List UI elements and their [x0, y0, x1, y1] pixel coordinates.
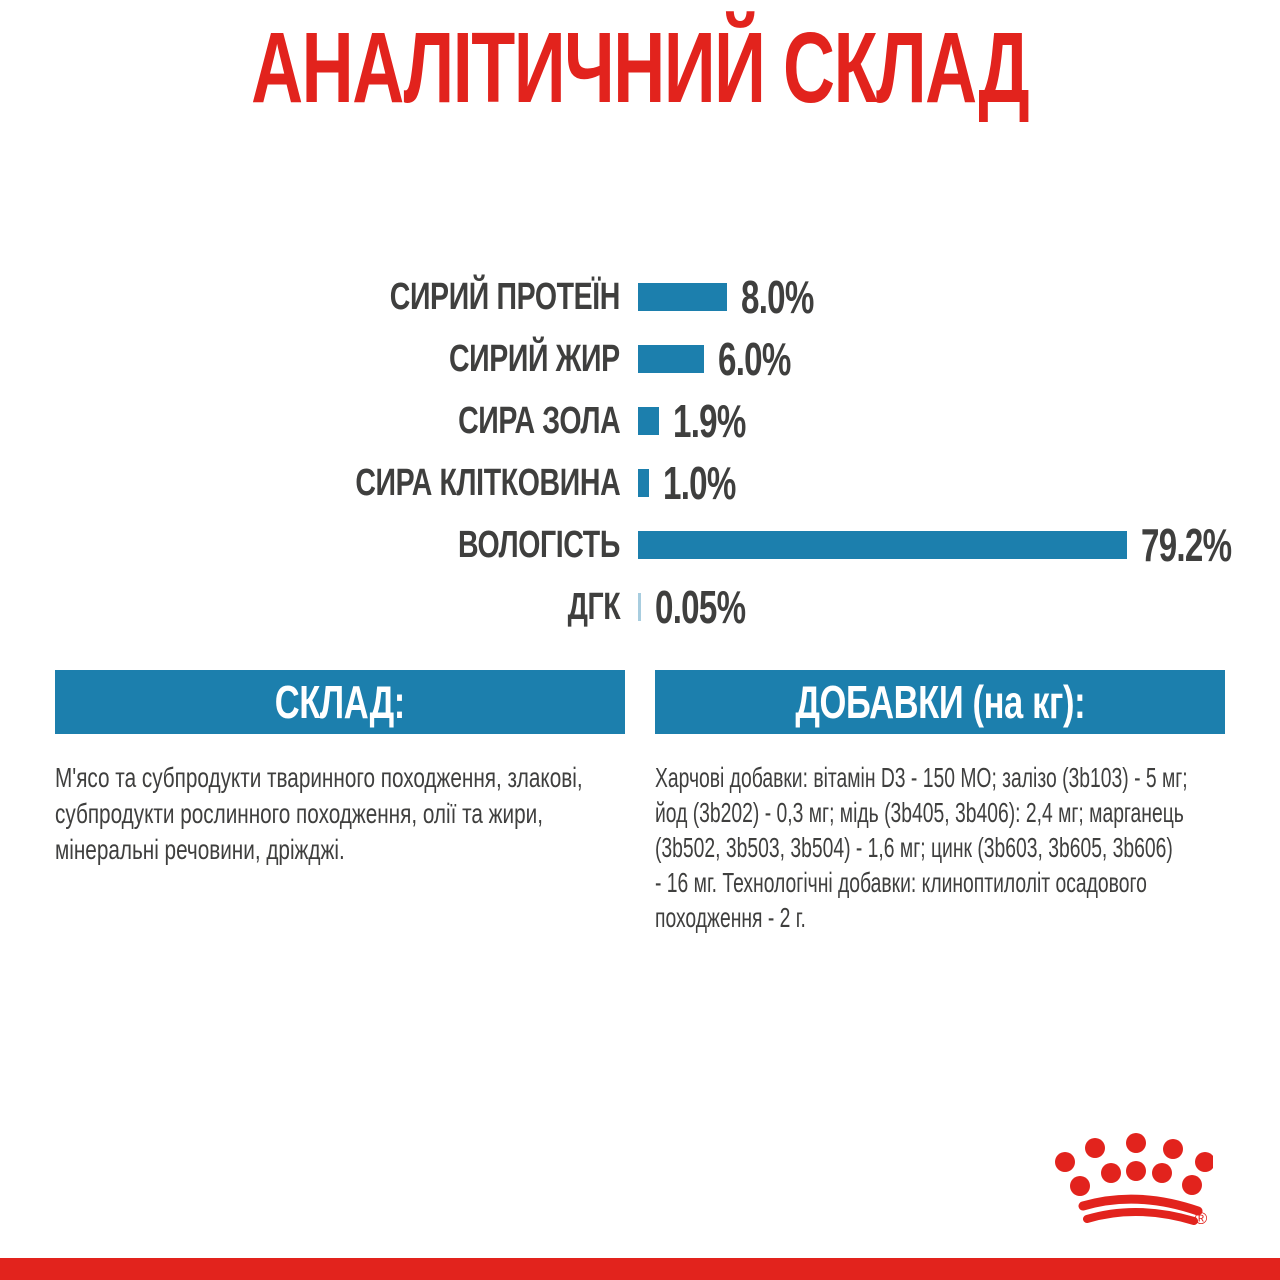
row-label-text: ВОЛОГІСТЬ [458, 523, 620, 566]
row-value-text: 8.0% [741, 271, 814, 323]
row-value-text: 1.9% [673, 395, 746, 447]
registered-mark: ® [1195, 1209, 1208, 1228]
chart-row-fibre: СИРА КЛІТКОВИНА 1.0% [0, 452, 1280, 514]
row-label-text: ДГК [567, 585, 620, 628]
row-label: СИРА КЛІТКОВИНА [0, 462, 620, 505]
row-value-text: 6.0% [718, 333, 791, 385]
row-value-text: 1.0% [663, 457, 736, 509]
row-value: 79.2% [1141, 518, 1266, 572]
analytical-composition-chart: СИРИЙ ПРОТЕЇН 8.0% СИРИЙ ЖИР 6.0% СИРА З… [0, 266, 1280, 638]
additives-section: ДОБАВКИ (на кг): Харчові добавки: вітамі… [655, 670, 1225, 935]
composition-body: М'ясо та субпродукти тваринного походжен… [55, 762, 583, 865]
row-value: 8.0% [741, 270, 842, 324]
row-label: СИРА ЗОЛА [0, 399, 621, 443]
bar-protein [638, 283, 727, 311]
royal-canin-crown-icon: ® [1055, 1133, 1213, 1228]
row-label-text: СИРА ЗОЛА [457, 399, 621, 442]
chart-row-protein: СИРИЙ ПРОТЕЇН 8.0% [0, 266, 1280, 328]
row-label-text: СИРА КЛІТКОВИНА [355, 461, 620, 504]
chart-row-moisture: ВОЛОГІСТЬ 79.2% [0, 514, 1280, 576]
row-value-text: 0.05% [655, 581, 746, 633]
bar-ash [638, 407, 659, 435]
row-label-text: СИРИЙ ЖИР [449, 337, 620, 380]
additives-header: ДОБАВКИ (на кг): [655, 670, 1225, 734]
row-value: 0.05% [655, 580, 780, 634]
row-label: ДГК [0, 586, 620, 629]
bar-moisture [638, 531, 1127, 559]
row-value-text: 79.2% [1141, 519, 1232, 571]
bar-fat [638, 345, 704, 373]
row-value: 6.0% [718, 332, 819, 386]
chart-row-fat: СИРИЙ ЖИР 6.0% [0, 328, 1280, 390]
page-title: АНАЛІТИЧНИЙ СКЛАД [251, 12, 1030, 124]
composition-header-text: СКЛАД: [274, 676, 406, 728]
row-value: 1.0% [663, 456, 764, 510]
row-value: 1.9% [673, 394, 774, 448]
bottom-red-stripe [0, 1258, 1280, 1280]
page-title-wrap: АНАЛІТИЧНИЙ СКЛАД [0, 16, 1280, 120]
composition-section: СКЛАД: М'ясо та субпродукти тваринного п… [55, 670, 625, 868]
row-label: СИРИЙ ЖИР [0, 338, 620, 381]
row-label: ВОЛОГІСТЬ [0, 524, 620, 567]
additives-body: Харчові добавки: вітамін D3 - 150 МО; за… [655, 762, 1188, 933]
chart-row-ash: СИРА ЗОЛА 1.9% [0, 390, 1280, 452]
bar-fibre [638, 469, 649, 497]
bar-dha [638, 593, 641, 621]
additives-header-text: ДОБАВКИ (на кг): [795, 676, 1085, 728]
chart-row-dha: ДГК 0.05% [0, 576, 1280, 638]
row-label: СИРИЙ ПРОТЕЇН [0, 275, 621, 319]
composition-header: СКЛАД: [55, 670, 625, 734]
row-label-text: СИРИЙ ПРОТЕЇН [389, 275, 621, 318]
